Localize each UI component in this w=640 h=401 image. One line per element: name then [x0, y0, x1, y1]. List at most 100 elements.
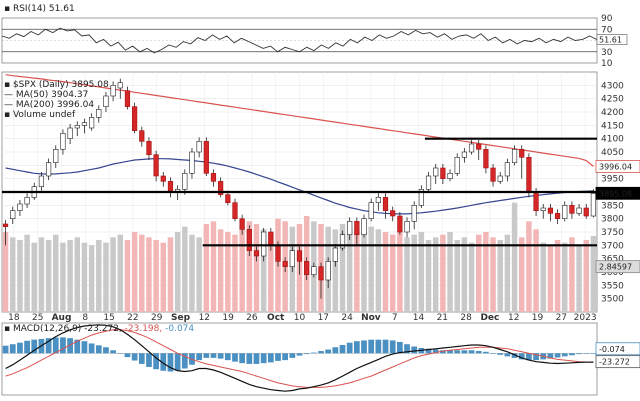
- macd-line: [5, 324, 594, 392]
- candle-body: [46, 162, 52, 177]
- macd-hist-bar: [110, 350, 116, 354]
- price-tick-label: 3550: [601, 281, 624, 291]
- candle-body: [304, 261, 310, 275]
- macd-hist-bar: [382, 339, 389, 354]
- price-tick-label: 3850: [601, 201, 624, 211]
- price-tick-label: 4250: [601, 95, 624, 105]
- x-tick-label: Oct: [267, 313, 285, 323]
- candle-body: [96, 109, 102, 118]
- macd-hist-bar: [160, 353, 167, 371]
- volume-bar: [60, 242, 66, 312]
- candle-body: [81, 122, 88, 126]
- candle-body: [74, 125, 80, 129]
- volume-bar: [504, 234, 511, 312]
- macd-panel-frame: [1, 322, 598, 396]
- candle-body: [232, 202, 238, 219]
- macd-hist-bar: [167, 353, 174, 372]
- candle-body: [447, 173, 453, 179]
- candle-body: [2, 223, 9, 227]
- price-tick-label: 4200: [601, 108, 624, 118]
- volume-bar: [246, 221, 253, 312]
- candle-body: [504, 162, 510, 177]
- candle-body: [225, 194, 231, 203]
- x-tick-label: 2023: [574, 313, 597, 323]
- rsi-tick-label: 30: [601, 48, 613, 58]
- x-tick-label: 27: [556, 313, 567, 323]
- price-tick-label: 3950: [601, 175, 624, 185]
- macd-hist-bar: [404, 344, 410, 354]
- macd-hist-bar: [440, 350, 446, 354]
- macd-hist-bar: [346, 342, 353, 354]
- volume-bar: [210, 221, 217, 312]
- volume-bar: [203, 224, 210, 312]
- candle-body: [569, 205, 575, 214]
- macd-hist-bar: [81, 341, 88, 354]
- candle-body: [124, 90, 131, 107]
- volume-bar: [468, 242, 475, 312]
- macd-hist-tag: [595, 342, 640, 356]
- macd-hist-bar: [67, 338, 73, 354]
- macd-hist-bar: [210, 353, 217, 358]
- macd-hist-bar: [239, 353, 246, 364]
- macd-hist-bar: [396, 341, 403, 354]
- candle-body: [132, 106, 138, 131]
- macd-hist-bar: [296, 353, 303, 356]
- candle-body: [511, 149, 518, 163]
- candle-body: [318, 266, 324, 281]
- macd-hist-bar: [24, 340, 30, 354]
- candle-body: [583, 207, 589, 217]
- ma200-line: [5, 74, 594, 167]
- macd-hist-bar: [95, 345, 102, 354]
- macd-hist-bar: [103, 347, 109, 354]
- last-close-tag: [595, 186, 640, 200]
- candle-body: [311, 266, 317, 275]
- x-tick-label: Aug: [52, 313, 72, 323]
- x-tick-label: 19: [222, 313, 234, 323]
- candle-body: [347, 221, 353, 235]
- volume-tag-text: 2.84597: [599, 263, 632, 272]
- macd-hist-bar: [447, 350, 453, 354]
- macd-hist-bar: [518, 353, 525, 360]
- x-tick-label: 22: [127, 313, 138, 323]
- volume-bar: [332, 229, 339, 312]
- rsi-tick-label: 90: [601, 14, 613, 24]
- ma50-legend: — MA(50) 3904.37: [4, 90, 88, 100]
- candle-body: [282, 261, 288, 267]
- x-tick-label: Dec: [480, 313, 499, 323]
- volume-bar: [196, 237, 202, 312]
- volume-bar: [253, 224, 260, 312]
- macd-hist-bar: [339, 344, 346, 354]
- x-tick-label: 19: [532, 313, 544, 323]
- macd-hist-bar: [45, 338, 52, 354]
- x-tick-label: Sep: [171, 313, 191, 323]
- volume-bar: [174, 232, 181, 312]
- volume-bar: [425, 240, 432, 312]
- x-tick-label: 29: [151, 313, 163, 323]
- candle-body: [483, 149, 489, 169]
- macd-name: ▪ MACD(12,26,9) -23.272,: [4, 324, 125, 334]
- candle-body: [339, 234, 346, 249]
- volume-bar: [139, 234, 145, 312]
- candle-body: [210, 173, 217, 182]
- volume-bar: [519, 237, 525, 312]
- price-tick-label: 4050: [601, 148, 624, 158]
- candle-body: [433, 167, 439, 177]
- candle-body: [239, 218, 245, 230]
- volume-bar: [38, 237, 45, 312]
- volume-bar: [167, 237, 174, 312]
- volume-bar: [74, 237, 80, 312]
- macd-hist-bar: [475, 351, 482, 354]
- ma200-tag: [595, 159, 640, 173]
- macd-hist-bar: [203, 353, 210, 358]
- macd-hist-bar: [533, 353, 539, 361]
- macd-hist-bar: [52, 337, 59, 354]
- volume-bar: [526, 221, 532, 312]
- volume-bar: [533, 229, 539, 312]
- volume-bar: [160, 242, 167, 312]
- rsi-tick-label: 70: [601, 25, 613, 35]
- macd-hist-bar: [217, 353, 224, 359]
- macd-hist-bar: [303, 353, 310, 355]
- macd-hist-bar: [511, 353, 518, 358]
- candle-body: [17, 203, 23, 211]
- macd-hist-bar: [153, 353, 159, 370]
